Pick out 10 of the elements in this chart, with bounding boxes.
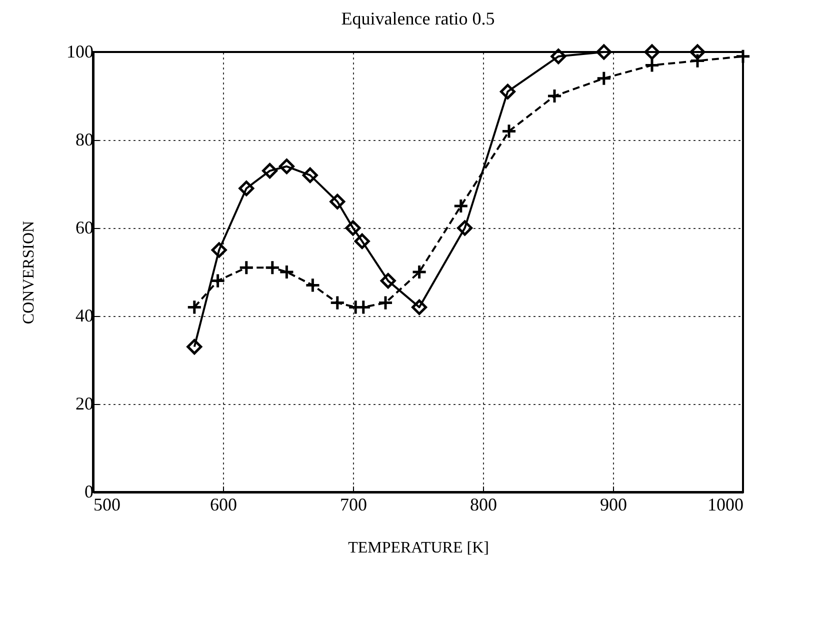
x-axis-title: TEMPERATURE [K] [348,540,489,556]
x-tick-label: 500 [94,494,120,514]
x-tick-label: 1000 [708,494,744,514]
x-tick-label: 800 [470,494,497,514]
x-tick-label: 600 [210,494,237,514]
y-axis-title: CONVERSION [20,220,38,324]
x-tick-label: 900 [600,494,627,514]
y-tick-label: 100 [66,42,94,62]
x-tick-label: 700 [340,494,367,514]
chart-title: Equivalence ratio 0.5 [341,8,495,28]
